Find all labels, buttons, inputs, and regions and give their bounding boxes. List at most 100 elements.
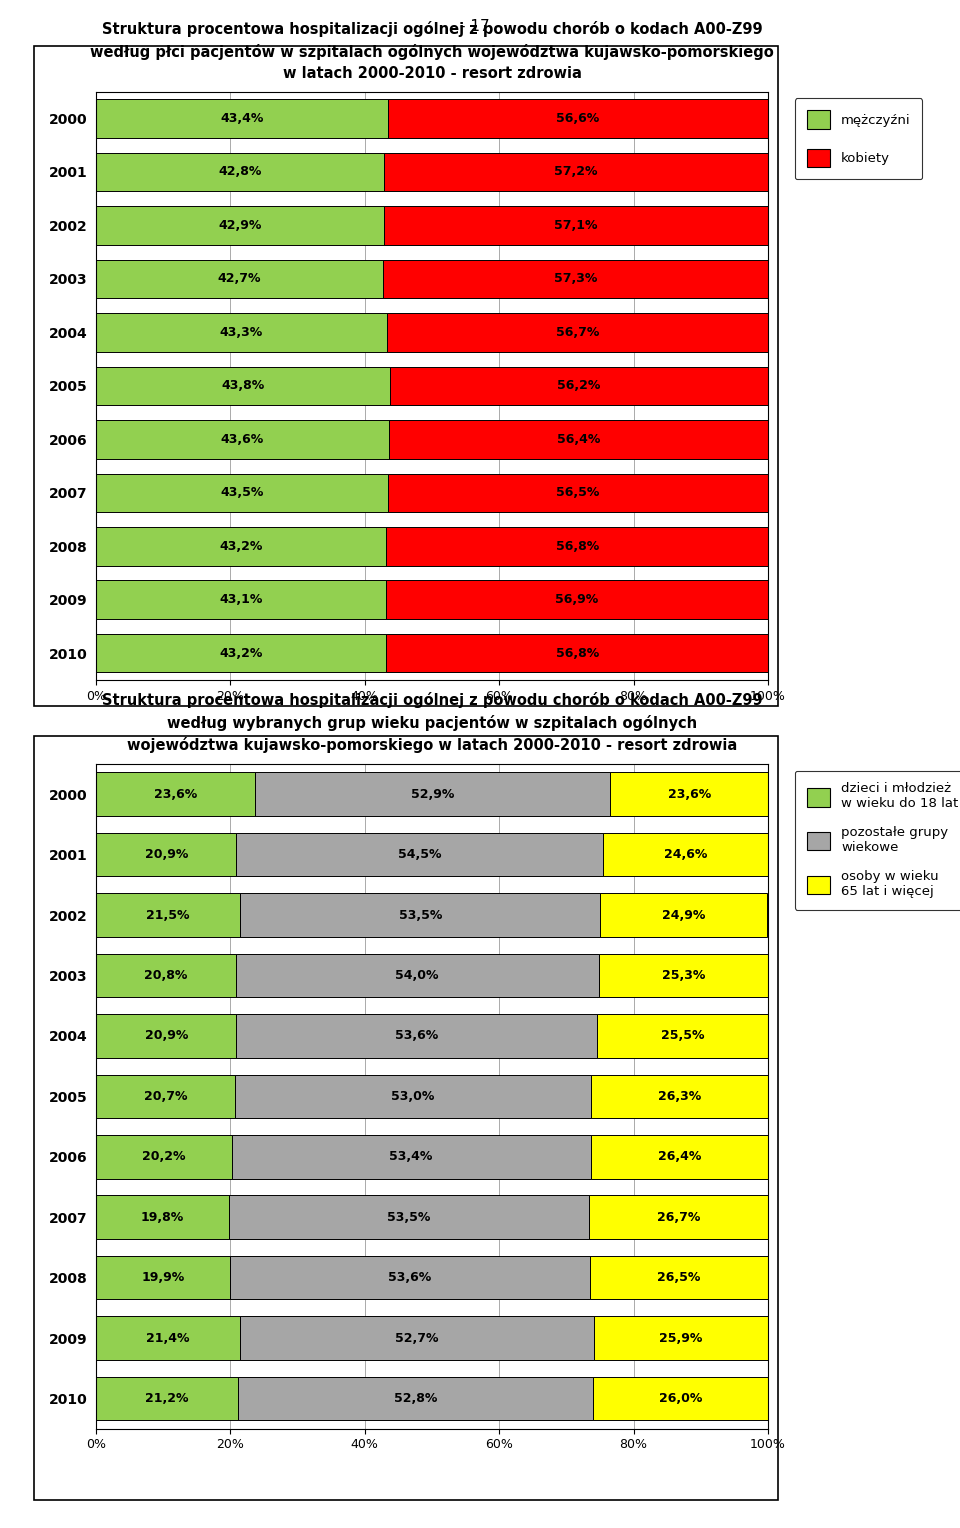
- Bar: [96, 99, 388, 138]
- Bar: [238, 1377, 593, 1420]
- Text: 52,8%: 52,8%: [395, 1392, 438, 1404]
- Bar: [386, 634, 768, 672]
- Bar: [386, 527, 768, 565]
- Text: 25,9%: 25,9%: [660, 1331, 703, 1345]
- Bar: [96, 1195, 229, 1239]
- Text: 24,6%: 24,6%: [663, 848, 707, 862]
- Bar: [611, 773, 769, 816]
- Bar: [96, 153, 384, 191]
- Bar: [254, 773, 611, 816]
- Text: 43,2%: 43,2%: [220, 539, 263, 553]
- Title: Struktura procentowa hospitalizacji ogólnej z powodu chorób o kodach A00-Z99
wed: Struktura procentowa hospitalizacji ogól…: [102, 692, 762, 753]
- Bar: [590, 1135, 768, 1178]
- Bar: [240, 894, 600, 937]
- Bar: [96, 206, 384, 244]
- Text: 53,6%: 53,6%: [395, 1030, 438, 1042]
- Legend: dzieci i młodzież
w wieku do 18 lat, pozostałe grupy
wiekowe, osoby w wieku
65 l: dzieci i młodzież w wieku do 18 lat, poz…: [795, 770, 960, 911]
- Text: 53,0%: 53,0%: [392, 1089, 435, 1103]
- Title: Struktura procentowa hospitalizacji ogólnej z powodu chorób o kodach A00-Z99
wed: Struktura procentowa hospitalizacji ogól…: [90, 21, 774, 81]
- Text: 52,9%: 52,9%: [411, 788, 454, 801]
- Text: 56,8%: 56,8%: [556, 646, 599, 660]
- Bar: [96, 474, 388, 512]
- Bar: [96, 833, 236, 877]
- Bar: [388, 99, 768, 138]
- Text: 23,6%: 23,6%: [154, 788, 197, 801]
- Text: 54,0%: 54,0%: [396, 969, 439, 983]
- Text: 21,5%: 21,5%: [147, 909, 190, 921]
- Text: 53,4%: 53,4%: [390, 1151, 433, 1163]
- Text: 43,4%: 43,4%: [220, 112, 263, 125]
- Text: 53,5%: 53,5%: [398, 909, 442, 921]
- Bar: [96, 260, 383, 298]
- Text: 20,2%: 20,2%: [142, 1151, 185, 1163]
- Bar: [600, 894, 767, 937]
- Bar: [235, 1074, 591, 1118]
- Text: 26,0%: 26,0%: [659, 1392, 703, 1404]
- Text: 56,2%: 56,2%: [558, 379, 601, 393]
- Text: 21,4%: 21,4%: [146, 1331, 190, 1345]
- Text: 20,9%: 20,9%: [145, 1030, 188, 1042]
- Bar: [96, 1316, 240, 1360]
- Bar: [229, 1256, 589, 1299]
- Text: 26,3%: 26,3%: [658, 1089, 701, 1103]
- Legend: mężczyźni, kobiety: mężczyźni, kobiety: [795, 98, 923, 179]
- Text: 53,6%: 53,6%: [388, 1271, 431, 1284]
- Bar: [229, 1195, 588, 1239]
- Bar: [96, 953, 236, 998]
- Text: 20,9%: 20,9%: [145, 848, 188, 862]
- Bar: [96, 894, 240, 937]
- Bar: [96, 581, 386, 619]
- Text: 20,8%: 20,8%: [144, 969, 187, 983]
- Text: 43,5%: 43,5%: [221, 486, 264, 500]
- Text: 43,2%: 43,2%: [220, 646, 263, 660]
- Bar: [96, 367, 391, 405]
- Text: 25,3%: 25,3%: [662, 969, 706, 983]
- Bar: [240, 1316, 594, 1360]
- Text: 23,6%: 23,6%: [668, 788, 711, 801]
- Text: - 17 -: - 17 -: [460, 18, 500, 34]
- Bar: [588, 1195, 768, 1239]
- Bar: [236, 1015, 596, 1057]
- Text: 21,2%: 21,2%: [146, 1392, 189, 1404]
- Text: 56,4%: 56,4%: [557, 432, 600, 446]
- Bar: [599, 953, 769, 998]
- Text: 26,7%: 26,7%: [657, 1210, 700, 1224]
- Text: 43,8%: 43,8%: [222, 379, 265, 393]
- Text: 57,1%: 57,1%: [554, 219, 598, 232]
- Bar: [389, 420, 768, 458]
- Bar: [96, 634, 386, 672]
- Bar: [96, 420, 389, 458]
- Bar: [594, 1316, 768, 1360]
- Bar: [96, 1015, 236, 1057]
- Bar: [596, 1015, 768, 1057]
- Text: 43,6%: 43,6%: [221, 432, 264, 446]
- Bar: [591, 1074, 768, 1118]
- Text: 26,4%: 26,4%: [658, 1151, 701, 1163]
- Bar: [236, 953, 599, 998]
- Bar: [384, 206, 768, 244]
- Text: 56,6%: 56,6%: [556, 112, 599, 125]
- Bar: [236, 833, 603, 877]
- Bar: [383, 260, 768, 298]
- Bar: [96, 1074, 235, 1118]
- Bar: [96, 773, 254, 816]
- Text: 42,8%: 42,8%: [218, 165, 261, 179]
- Text: 57,2%: 57,2%: [554, 165, 597, 179]
- Text: 54,5%: 54,5%: [397, 848, 442, 862]
- Bar: [589, 1256, 768, 1299]
- Bar: [388, 474, 768, 512]
- Bar: [386, 581, 768, 619]
- Text: 43,1%: 43,1%: [219, 593, 262, 607]
- Text: 19,8%: 19,8%: [141, 1210, 184, 1224]
- Bar: [96, 1377, 238, 1420]
- Bar: [231, 1135, 590, 1178]
- Bar: [387, 313, 768, 351]
- Bar: [593, 1377, 768, 1420]
- Text: 26,5%: 26,5%: [658, 1271, 701, 1284]
- Text: 56,8%: 56,8%: [556, 539, 599, 553]
- Text: 52,7%: 52,7%: [396, 1331, 439, 1345]
- Bar: [96, 313, 387, 351]
- Text: 56,5%: 56,5%: [557, 486, 600, 500]
- Bar: [96, 1256, 229, 1299]
- Bar: [391, 367, 768, 405]
